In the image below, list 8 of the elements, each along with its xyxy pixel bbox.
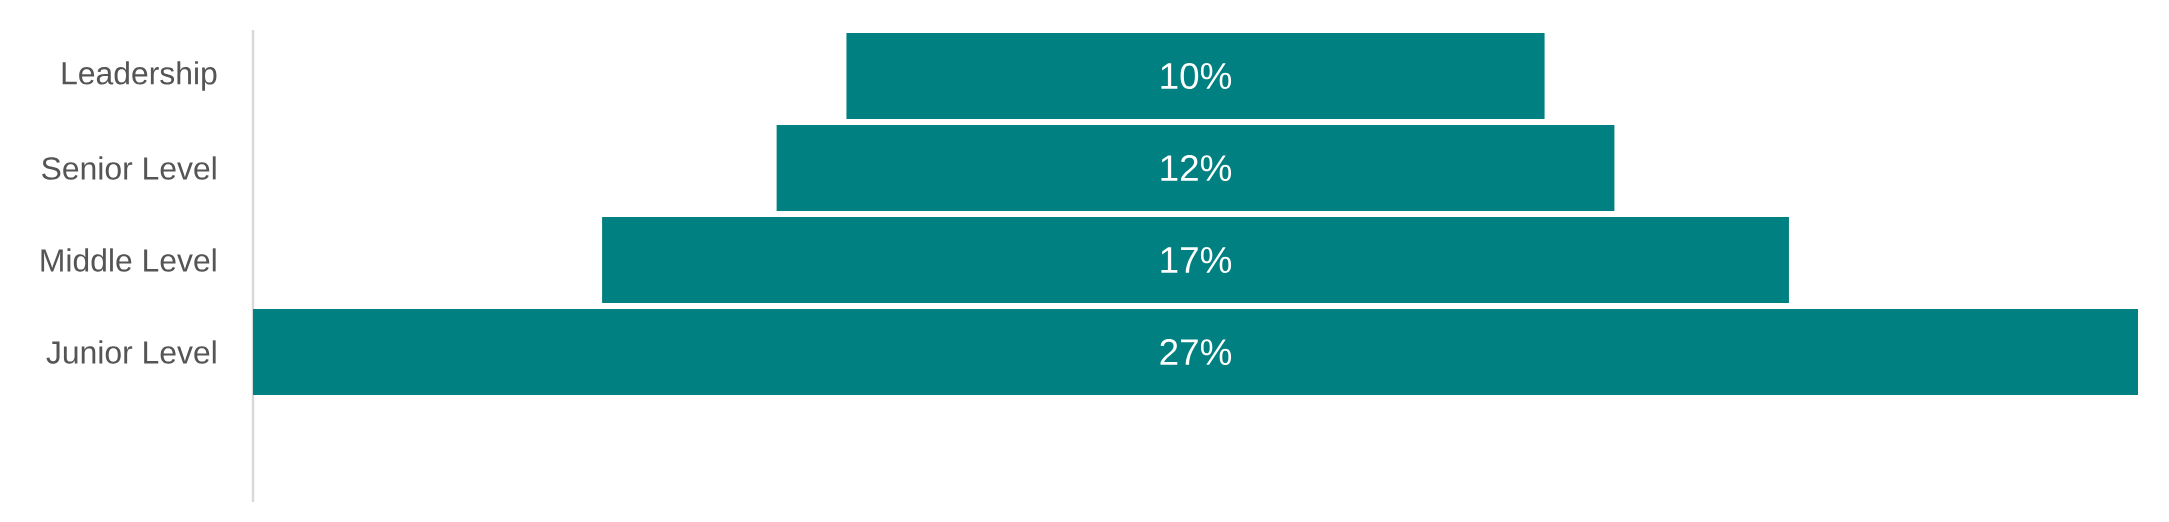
data-label: 12% [1161, 155, 1232, 181]
category-label: Junior Level [46, 340, 216, 364]
data-label: 17% [1161, 247, 1232, 273]
category-label: Senior Level [42, 156, 216, 180]
data-label: 10% [1161, 62, 1232, 90]
category-label: Middle Level [41, 248, 216, 272]
category-label: Leadership [62, 61, 217, 91]
data-label: 27% [1160, 339, 1232, 365]
